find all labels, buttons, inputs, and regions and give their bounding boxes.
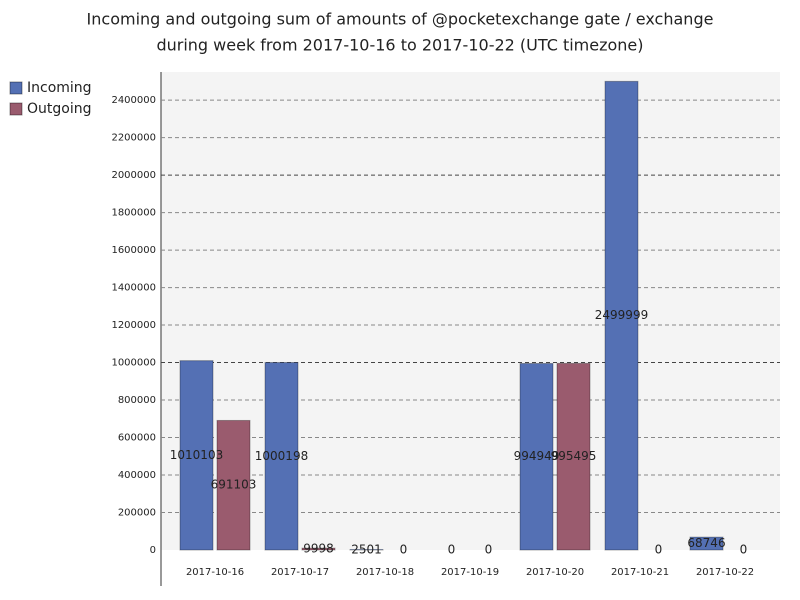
value-label: 9998 bbox=[303, 542, 334, 556]
value-label: 994949 bbox=[514, 449, 560, 463]
bar bbox=[264, 362, 299, 551]
y-tick-label: 800000 bbox=[118, 395, 156, 406]
legend-label: Outgoing bbox=[27, 101, 91, 117]
x-tick-label: 2017-10-21 bbox=[611, 567, 669, 578]
bar bbox=[301, 547, 336, 551]
legend-swatch bbox=[9, 81, 23, 95]
value-label: 68746 bbox=[687, 536, 725, 550]
value-label: 0 bbox=[448, 543, 456, 557]
y-tick-label: 1600000 bbox=[111, 245, 156, 256]
y-tick-label: 1000000 bbox=[111, 358, 156, 369]
x-tick-label: 2017-10-17 bbox=[271, 567, 329, 578]
value-label: 1010103 bbox=[170, 448, 223, 462]
y-tick-label: 0 bbox=[150, 545, 156, 556]
y-tick-label: 2200000 bbox=[111, 133, 156, 144]
bar bbox=[689, 536, 724, 551]
value-label: 1000198 bbox=[255, 449, 308, 463]
legend-swatch bbox=[9, 102, 23, 116]
legend-label: Incoming bbox=[27, 80, 92, 96]
y-tick-label: 600000 bbox=[118, 433, 156, 444]
bar bbox=[604, 80, 639, 551]
x-tick-label: 2017-10-20 bbox=[526, 567, 584, 578]
value-label: 0 bbox=[655, 543, 663, 557]
value-label: 691103 bbox=[211, 478, 257, 492]
x-tick-label: 2017-10-18 bbox=[356, 567, 414, 578]
bar bbox=[179, 360, 214, 551]
bar bbox=[519, 362, 554, 551]
x-tick-label: 2017-10-16 bbox=[186, 567, 244, 578]
value-label: 995495 bbox=[551, 449, 597, 463]
value-label: 2499999 bbox=[595, 308, 648, 322]
chart-subtitle: during week from 2017-10-16 to 2017-10-2… bbox=[156, 36, 643, 55]
bar bbox=[556, 362, 591, 551]
plot-area bbox=[161, 72, 780, 550]
y-tick-label: 2000000 bbox=[111, 170, 156, 181]
value-label: 0 bbox=[400, 543, 408, 557]
y-tick-label: 400000 bbox=[118, 470, 156, 481]
y-tick-label: 2400000 bbox=[111, 95, 156, 106]
y-tick-label: 1200000 bbox=[111, 320, 156, 331]
y-tick-label: 200000 bbox=[118, 508, 156, 519]
y-tick-label: 1800000 bbox=[111, 208, 156, 219]
x-tick-label: 2017-10-22 bbox=[696, 567, 754, 578]
y-tick-label: 1400000 bbox=[111, 283, 156, 294]
bar bbox=[216, 419, 251, 551]
x-tick-label: 2017-10-19 bbox=[441, 567, 499, 578]
value-label: 2501 bbox=[351, 542, 382, 556]
value-label: 0 bbox=[485, 543, 493, 557]
value-label: 0 bbox=[740, 543, 748, 557]
chart-title: Incoming and outgoing sum of amounts of … bbox=[87, 10, 714, 29]
